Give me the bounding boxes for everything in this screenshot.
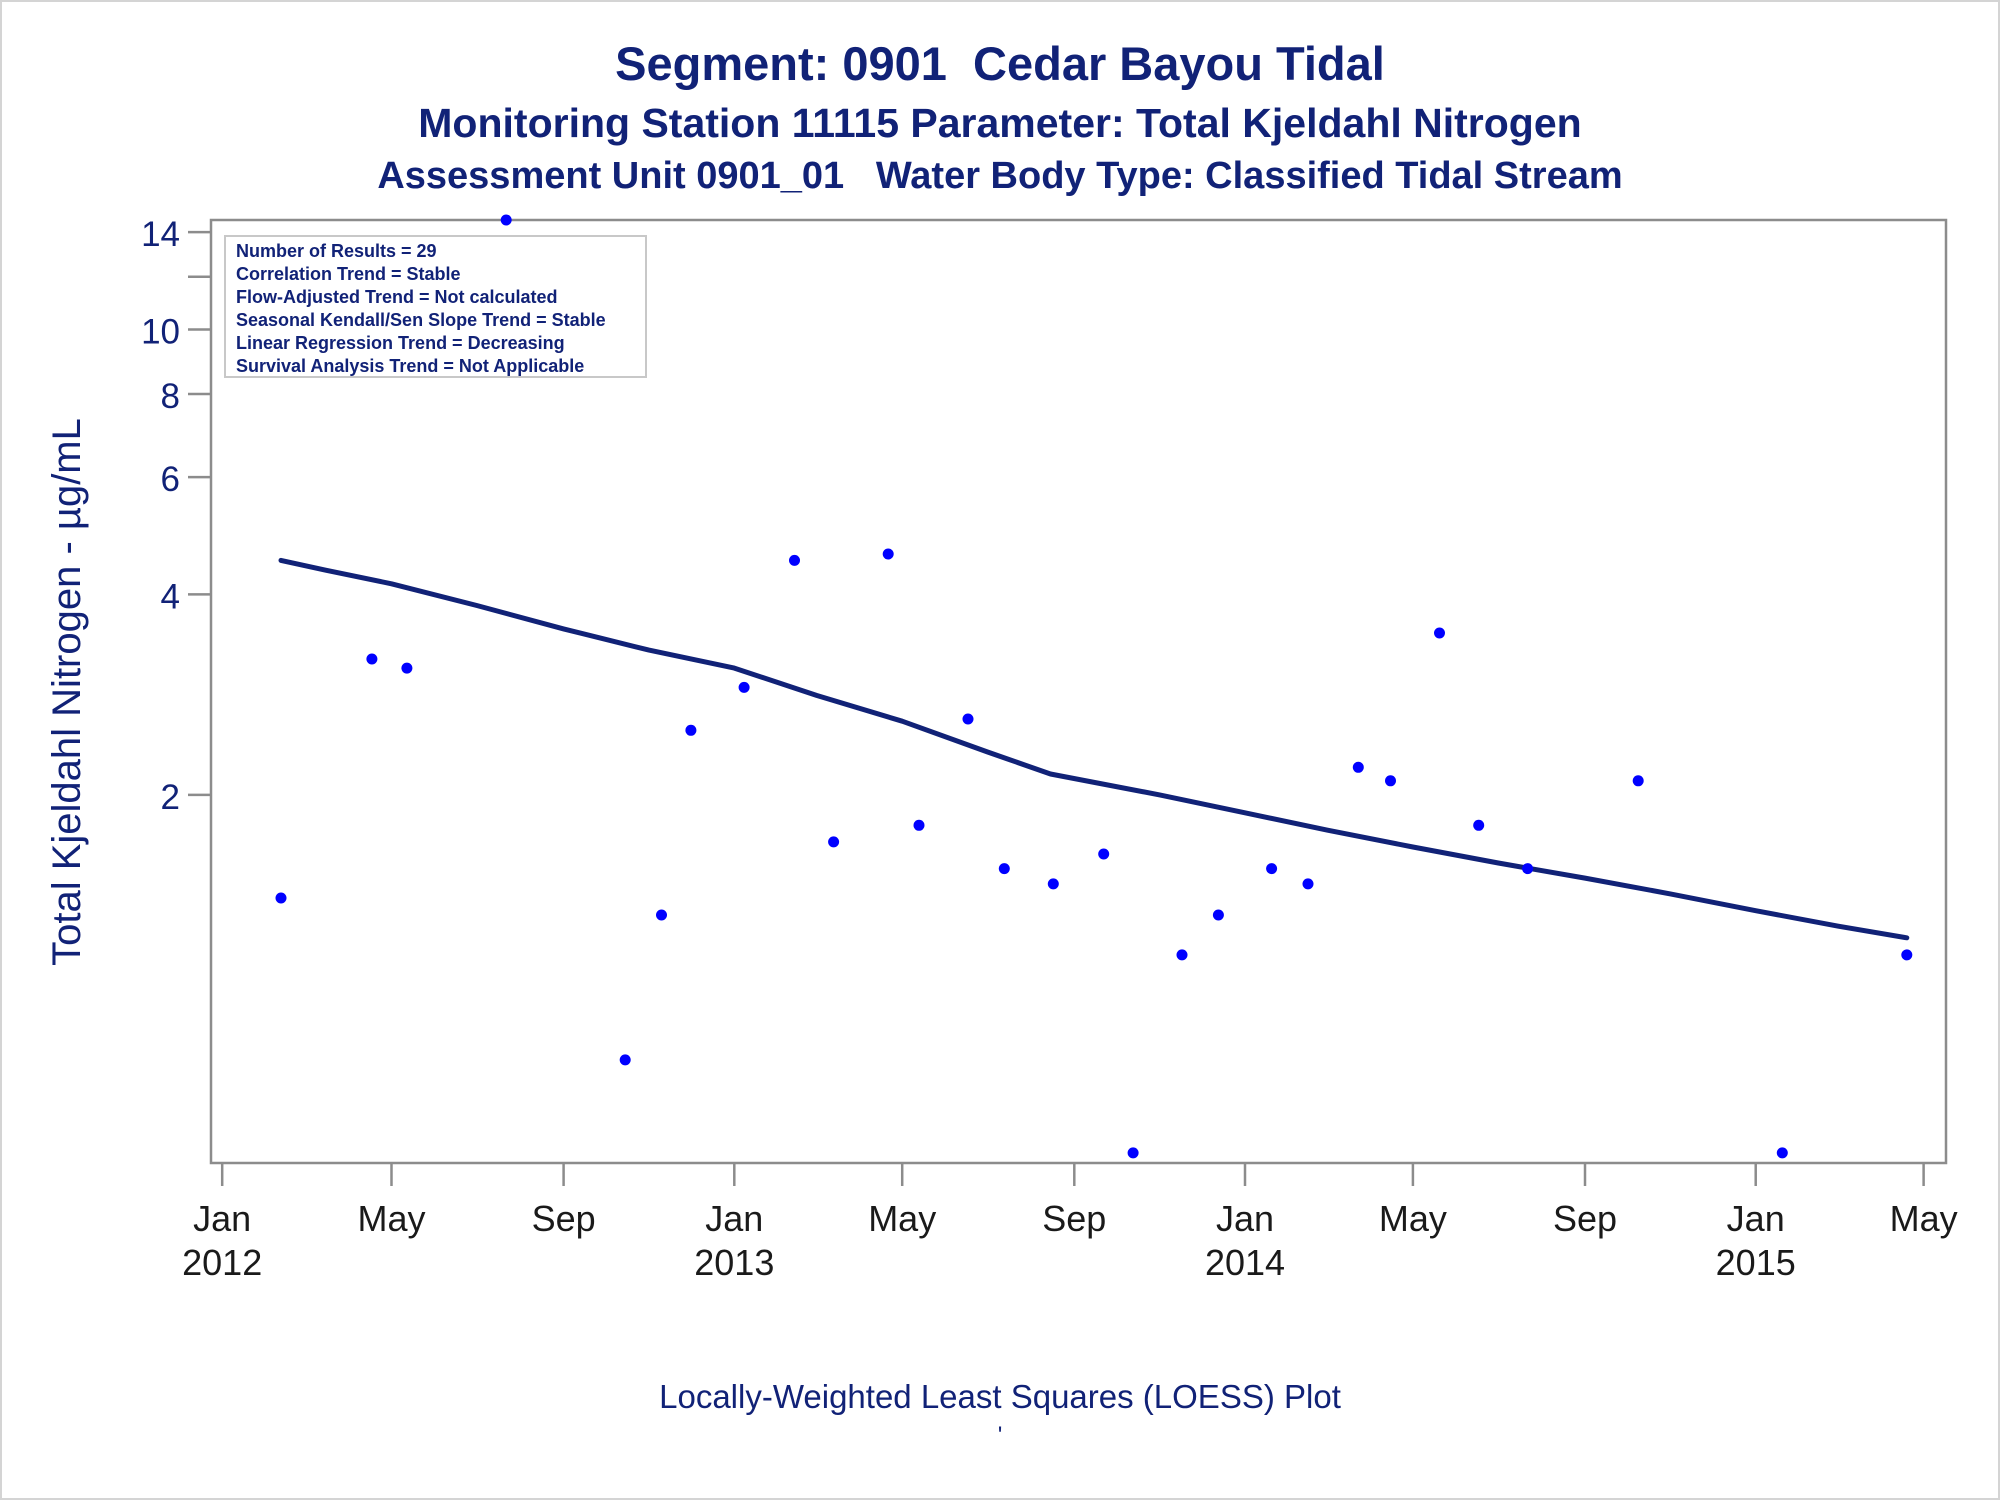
x-tick-label: Sep [1042, 1198, 1106, 1239]
data-point [1776, 1147, 1788, 1159]
y-axis-label: Total Kjeldahl Nitrogen - µg/mL [45, 418, 89, 966]
data-point [366, 653, 378, 665]
trend-summary-line: Correlation Trend = Stable [236, 264, 461, 284]
data-point [738, 681, 750, 693]
x-tick-label: May [1890, 1198, 1958, 1239]
y-axis: 2 4 6 8 10 14 [141, 215, 211, 817]
data-point [998, 863, 1010, 875]
x-tick-label: Sep [1553, 1198, 1617, 1239]
data-points [275, 214, 1913, 1159]
data-point [1127, 1147, 1139, 1159]
data-point [789, 554, 800, 566]
x-tick-label: Jan [193, 1198, 251, 1239]
trend-summary-box: Number of Results = 29 Correlation Trend … [224, 235, 647, 378]
x-tick-label: May [357, 1198, 425, 1239]
footnote-mark: ' [997, 1422, 1003, 1449]
data-point [401, 662, 413, 674]
data-point [1266, 863, 1278, 875]
trend-summary-line: Seasonal Kendall/Sen Slope Trend = Stabl… [236, 310, 606, 330]
trend-summary-line: Number of Results = 29 [236, 241, 437, 261]
chart-subtitle-assessment: Assessment Unit 0901_01 Water Body Type:… [377, 155, 1623, 197]
data-point [1176, 949, 1188, 961]
data-point [1901, 949, 1913, 961]
data-point [685, 724, 697, 736]
y-tick-label: 6 [161, 460, 180, 499]
x-tick-year-label: 2012 [182, 1242, 262, 1283]
plot-area [209, 218, 1948, 1165]
data-point [882, 548, 894, 560]
trend-summary-line: Linear Regression Trend = Decreasing [236, 333, 565, 353]
chart-title: Segment: 0901 Cedar Bayou Tidal [615, 37, 1385, 90]
x-tick-label: Sep [532, 1198, 596, 1239]
x-tick-year-label: 2014 [1205, 1242, 1285, 1283]
data-point [500, 214, 512, 226]
y-tick-label: 10 [141, 312, 180, 351]
x-tick-label: Jan [705, 1198, 763, 1239]
y-tick-label: 8 [161, 377, 180, 416]
data-point [828, 836, 840, 848]
chart-subtitle-station: Monitoring Station 11115 Parameter: Tota… [418, 100, 1582, 146]
data-point [1473, 819, 1485, 831]
data-point [656, 909, 667, 921]
data-point [275, 892, 287, 904]
y-tick-label: 2 [161, 778, 180, 817]
x-tick-year-label: 2013 [694, 1242, 774, 1283]
data-point [1047, 878, 1059, 890]
data-point [1352, 761, 1364, 773]
data-point [1434, 627, 1445, 639]
x-tick-label: May [1379, 1198, 1447, 1239]
data-point [913, 819, 925, 831]
y-tick-label: 14 [141, 215, 180, 254]
loess-fit-line [278, 557, 1910, 941]
y-tick-label: 4 [161, 577, 180, 616]
data-point [962, 713, 974, 725]
data-point [619, 1054, 631, 1066]
x-tick-year-label: 2015 [1716, 1242, 1796, 1283]
trend-summary-frame [224, 235, 647, 378]
data-point [1098, 848, 1110, 860]
data-point [1212, 909, 1224, 921]
data-point [1385, 775, 1396, 787]
x-tick-label: Jan [1216, 1198, 1274, 1239]
x-tick-label: Jan [1727, 1198, 1785, 1239]
x-tick-label: May [868, 1198, 936, 1239]
data-point [1302, 878, 1314, 890]
loess-layer [278, 557, 1910, 941]
data-point [1522, 863, 1534, 875]
data-point [1632, 775, 1644, 787]
trend-summary-line: Flow-Adjusted Trend = Not calculated [236, 287, 558, 307]
trend-summary-line: Survival Analysis Trend = Not Applicable [236, 356, 584, 376]
footnote: Locally-Weighted Least Squares (LOESS) P… [659, 1378, 1341, 1415]
